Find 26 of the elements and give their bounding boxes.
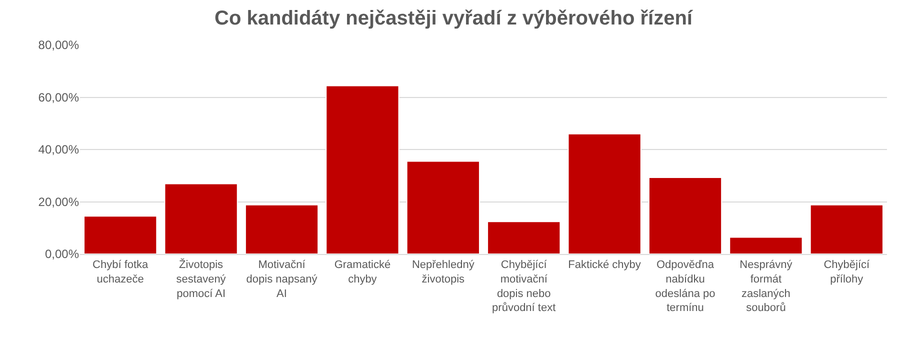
y-tick-label: 40,00% — [38, 142, 80, 157]
y-tick-label: 60,00% — [38, 90, 80, 104]
bar — [164, 183, 238, 254]
x-tick-label: Odpověďna nabídku odeslána po termínu — [655, 259, 716, 314]
x-tick-label: Faktické chyby — [568, 259, 642, 272]
y-tick-label: 80,00% — [38, 38, 80, 52]
bar — [326, 85, 400, 254]
bar — [84, 216, 158, 254]
bar — [568, 133, 642, 254]
x-tick-label: Chybí fotka uchazeče — [92, 259, 150, 286]
bar — [729, 236, 803, 254]
bar — [648, 176, 722, 254]
bar — [406, 160, 480, 254]
x-tick-label: Gramatické chyby — [334, 259, 391, 286]
y-tick-label: 0,00% — [44, 247, 80, 262]
x-tick-label: Motivační dopis napsaný AI — [246, 259, 318, 300]
x-tick-label: Chybějící motivační dopis nebo průvodní text — [492, 259, 556, 314]
x-tick-label: Chybějící přílohy — [824, 259, 871, 286]
x-tick-label: Nesprávný formát zaslaných souborů — [740, 259, 793, 314]
x-tick-label: Životopis sestavený pomocí AI — [176, 258, 226, 300]
bar — [810, 204, 884, 254]
bar — [244, 204, 319, 254]
chart-title: Co kandidáty nejčastěji vyřadí z výběrového řízení — [214, 7, 694, 30]
x-tick-label: Nepřehledný životopis — [412, 259, 475, 286]
bar — [487, 221, 561, 254]
y-tick-label: 20,00% — [38, 194, 80, 209]
